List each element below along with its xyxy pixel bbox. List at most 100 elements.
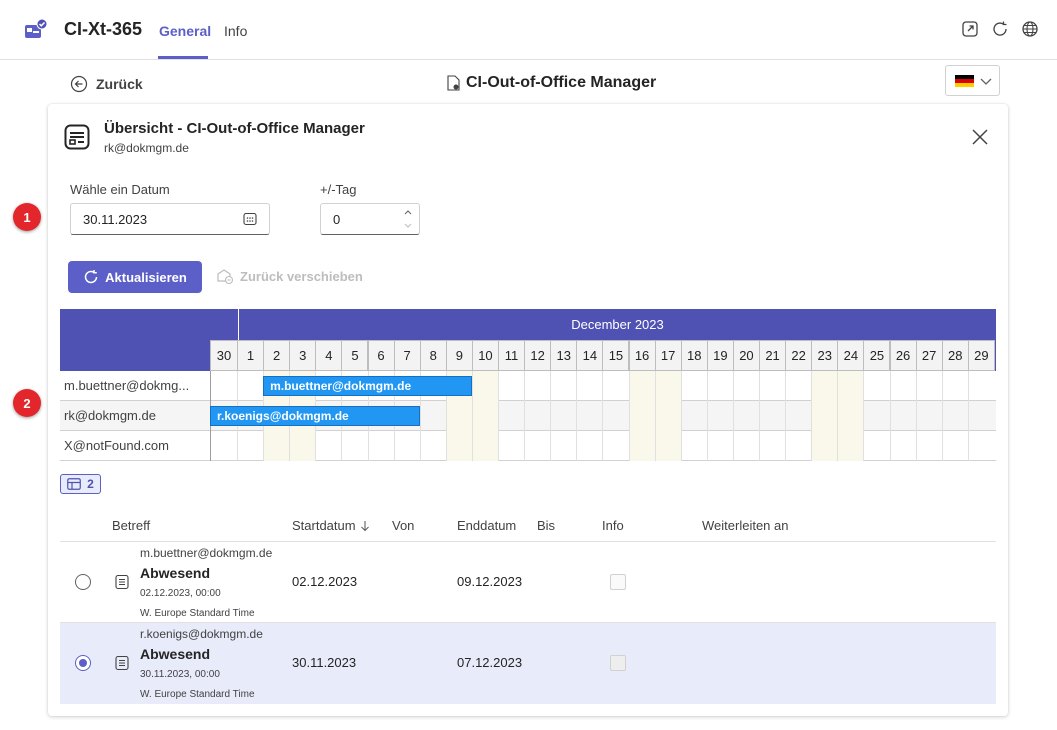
move-back-button[interactable]: Zurück verschieben [216, 268, 363, 284]
timeline-cell[interactable] [941, 371, 968, 401]
timeline-cell[interactable] [628, 401, 655, 431]
close-icon[interactable] [970, 127, 990, 147]
timeline-cell[interactable] [471, 401, 498, 431]
timeline-cell[interactable] [863, 371, 889, 401]
offset-stepper[interactable]: 0 [320, 203, 420, 235]
timeline-cell[interactable] [602, 371, 628, 401]
timeline-cell[interactable] [419, 401, 446, 431]
timeline-cell[interactable] [811, 371, 838, 401]
timeline-cell[interactable] [785, 431, 811, 461]
timeline-cell[interactable] [759, 431, 785, 461]
timeline-cell[interactable] [628, 431, 655, 461]
calendar-icon[interactable] [243, 212, 257, 226]
timeline-cell[interactable] [759, 371, 785, 401]
timeline-cell[interactable] [576, 431, 602, 461]
stepper-arrows-icon[interactable] [403, 208, 413, 230]
timeline-cell[interactable] [550, 431, 576, 461]
timeline-cell[interactable] [941, 431, 968, 461]
timeline-cell[interactable] [706, 401, 733, 431]
timeline-cell[interactable] [706, 431, 733, 461]
globe-icon[interactable] [1021, 20, 1039, 38]
timeline-cell[interactable] [498, 401, 524, 431]
timeline-cell[interactable] [837, 401, 864, 431]
absence-bar[interactable]: m.buettner@dokmgm.de [263, 376, 472, 396]
timeline-cell[interactable] [471, 371, 498, 401]
table-row[interactable]: m.buettner@dokmgm.de Abwesend 02.12.2023… [60, 541, 996, 622]
timeline-cell[interactable] [628, 371, 655, 401]
back-button[interactable]: Zurück [70, 75, 143, 93]
timeline-cell[interactable] [915, 431, 942, 461]
column-header-enddatum[interactable]: Enddatum [457, 518, 517, 533]
timeline-cell[interactable] [524, 431, 550, 461]
timeline-cell[interactable] [732, 371, 759, 401]
timeline-cell[interactable] [889, 401, 916, 431]
row-radio[interactable] [75, 655, 91, 671]
timeline-cell[interactable] [811, 401, 838, 431]
timeline-cell[interactable] [237, 431, 263, 461]
timeline-cell[interactable] [210, 431, 237, 461]
item-count-badge[interactable]: 2 [60, 474, 101, 494]
timeline-cell[interactable] [393, 431, 420, 461]
absence-bar[interactable]: r.koenigs@dokmgm.de [210, 406, 420, 426]
timeline-cell[interactable] [471, 431, 498, 461]
timeline-cell[interactable] [967, 401, 994, 431]
language-select[interactable] [945, 65, 1000, 96]
timeline-cell[interactable] [680, 371, 707, 401]
tab-info[interactable]: Info [224, 23, 248, 39]
timeline-cell[interactable] [237, 371, 263, 401]
timeline-cell[interactable] [654, 431, 681, 461]
column-header-info[interactable]: Info [602, 518, 624, 533]
timeline-cell[interactable] [967, 431, 994, 461]
timeline-cell[interactable] [785, 371, 811, 401]
tab-general[interactable]: General [159, 23, 212, 39]
column-header-bis[interactable]: Bis [537, 518, 556, 533]
timeline-cell[interactable] [889, 371, 916, 401]
timeline-cell[interactable] [367, 431, 394, 461]
popout-icon[interactable] [961, 20, 979, 38]
timeline-row[interactable]: m.buettner@dokmg... m.buettner@dokmgm.de [60, 371, 996, 401]
timeline-cell[interactable] [863, 401, 889, 431]
timeline-cell[interactable] [602, 401, 628, 431]
row-radio[interactable] [75, 574, 91, 590]
refresh-button[interactable]: Aktualisieren [68, 261, 202, 293]
timeline-cell[interactable] [550, 401, 576, 431]
timeline-cell[interactable] [680, 401, 707, 431]
timeline-cell[interactable] [837, 431, 864, 461]
table-row[interactable]: r.koenigs@dokmgm.de Abwesend 30.11.2023,… [60, 622, 996, 704]
timeline-cell[interactable] [602, 431, 628, 461]
timeline-cell[interactable] [341, 431, 367, 461]
timeline-cell[interactable] [498, 431, 524, 461]
timeline-cell[interactable] [445, 401, 472, 431]
timeline-cell[interactable] [732, 431, 759, 461]
timeline-cell[interactable] [576, 371, 602, 401]
timeline-cell[interactable] [498, 371, 524, 401]
timeline-cell[interactable] [550, 371, 576, 401]
column-header-betreff[interactable]: Betreff [112, 518, 151, 533]
timeline-cell[interactable] [210, 371, 237, 401]
timeline-cell[interactable] [915, 371, 942, 401]
timeline-cell[interactable] [654, 401, 681, 431]
timeline-cell[interactable] [811, 431, 838, 461]
timeline-row[interactable]: rk@dokmgm.de r.koenigs@dokmgm.de [60, 401, 996, 431]
column-header-startdatum[interactable]: Startdatum [292, 518, 370, 533]
timeline-cell[interactable] [576, 401, 602, 431]
timeline-cell[interactable] [654, 371, 681, 401]
timeline-cell[interactable] [967, 371, 994, 401]
timeline-cell[interactable] [706, 371, 733, 401]
timeline-cell[interactable] [889, 431, 916, 461]
timeline-cell[interactable] [941, 401, 968, 431]
column-header-weiterleiten[interactable]: Weiterleiten an [702, 518, 789, 533]
timeline-cell[interactable] [785, 401, 811, 431]
timeline-cell[interactable] [524, 401, 550, 431]
timeline-cell[interactable] [759, 401, 785, 431]
timeline-cell[interactable] [263, 431, 290, 461]
timeline-row[interactable]: X@notFound.com [60, 431, 996, 461]
timeline-cell[interactable] [680, 431, 707, 461]
timeline-cell[interactable] [315, 431, 341, 461]
timeline-cell[interactable] [445, 431, 472, 461]
date-input[interactable]: 30.11.2023 [70, 203, 270, 235]
timeline-cell[interactable] [837, 371, 864, 401]
timeline-cell[interactable] [524, 371, 550, 401]
refresh-icon[interactable] [991, 20, 1009, 38]
timeline-cell[interactable] [419, 431, 446, 461]
